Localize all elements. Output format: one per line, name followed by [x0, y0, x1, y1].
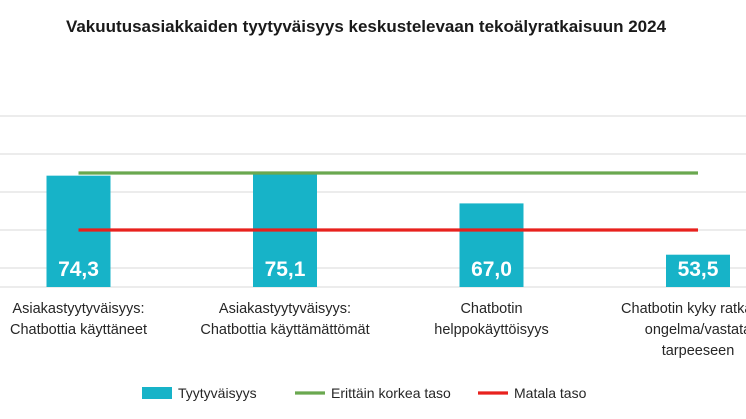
- data-label-2: 67,0: [471, 258, 512, 281]
- gridlines: [0, 115, 746, 288]
- data-label-3: 53,5: [678, 258, 719, 281]
- legend-label-1: Erittäin korkea taso: [331, 385, 451, 401]
- reference-lines: [78, 171, 698, 232]
- legend-label-2: Matala taso: [514, 385, 587, 401]
- category-label-1: Asiakastyytyväisyys: Chatbottia käyttämät…: [200, 301, 369, 338]
- chart-title: Vakuutusasiakkaiden tyytyväisyys keskust…: [66, 17, 667, 36]
- category-label-3: Chatbotin kyky ratkaistaongelma/vastatat…: [621, 301, 746, 359]
- data-label-0: 74,3: [58, 258, 99, 281]
- legend-swatch-bar: [142, 387, 172, 399]
- legend-label-0: Tyytyväisyys: [178, 385, 257, 401]
- bar-2: [459, 203, 524, 287]
- legend: Tyytyväisyys Erittäin korkea taso Matala t…: [142, 385, 587, 401]
- data-labels: 74,3 75,1 67,0 53,5: [58, 258, 719, 281]
- category-labels: Asiakastyytyväisyys: Chatbottia käyttänee…: [10, 301, 746, 359]
- category-label-0: Asiakastyytyväisyys: Chatbottia käyttänee…: [10, 301, 147, 338]
- data-label-1: 75,1: [265, 258, 306, 281]
- category-label-2: Chatbotin helppokäyttöisyys: [434, 301, 548, 338]
- bar-3: [666, 254, 730, 287]
